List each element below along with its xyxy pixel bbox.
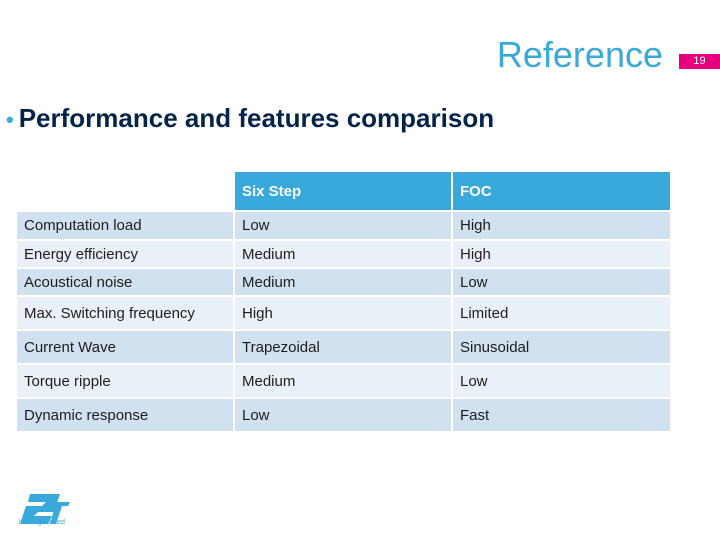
page-number-badge: 19: [679, 54, 720, 69]
comparison-table: Six Step FOC Computation load Low High E…: [15, 170, 672, 433]
table-cell: Max. Switching frequency: [15, 295, 235, 331]
table-header-row: Six Step FOC: [15, 170, 672, 212]
table-row: Torque ripple Medium Low: [15, 363, 672, 399]
st-logo-icon: [20, 494, 70, 524]
table-cell: Energy efficiency: [15, 239, 235, 269]
table-cell: Trapezoidal: [233, 329, 453, 365]
table-header-blank: [15, 170, 235, 212]
table-cell: High: [451, 210, 672, 241]
table-cell: Computation load: [15, 210, 235, 241]
table-cell: Low: [233, 210, 453, 241]
bullet-item: • Performance and features comparison: [6, 103, 494, 134]
table-header-six-step: Six Step: [233, 170, 453, 212]
table-cell: Torque ripple: [15, 363, 235, 399]
table-row: Dynamic response Low Fast: [15, 397, 672, 433]
table-header-foc: FOC: [451, 170, 672, 212]
bullet-text: Performance and features comparison: [18, 103, 495, 133]
table-cell: High: [451, 239, 672, 269]
logo-tagline: life.augmented: [19, 519, 65, 526]
table-row: Computation load Low High: [15, 210, 672, 241]
table-row: Current Wave Trapezoidal Sinusoidal: [15, 329, 672, 365]
bullet-dot-icon: •: [6, 107, 14, 132]
table-cell: Medium: [233, 363, 453, 399]
table-cell: Sinusoidal: [451, 329, 672, 365]
table-cell: Low: [451, 363, 672, 399]
table-cell: Fast: [451, 397, 672, 433]
table-cell: Acoustical noise: [15, 267, 235, 297]
table-row: Acoustical noise Medium Low: [15, 267, 672, 297]
table-cell: Dynamic response: [15, 397, 235, 433]
table-cell: Medium: [233, 239, 453, 269]
table-cell: Low: [451, 267, 672, 297]
table-cell: Current Wave: [15, 329, 235, 365]
table-cell: Medium: [233, 267, 453, 297]
table-cell: Limited: [451, 295, 672, 331]
table-row: Energy efficiency Medium High: [15, 239, 672, 269]
slide-title: Reference: [496, 34, 663, 75]
table-row: Max. Switching frequency High Limited: [15, 295, 672, 331]
table-cell: Low: [233, 397, 453, 433]
table-cell: High: [233, 295, 453, 331]
